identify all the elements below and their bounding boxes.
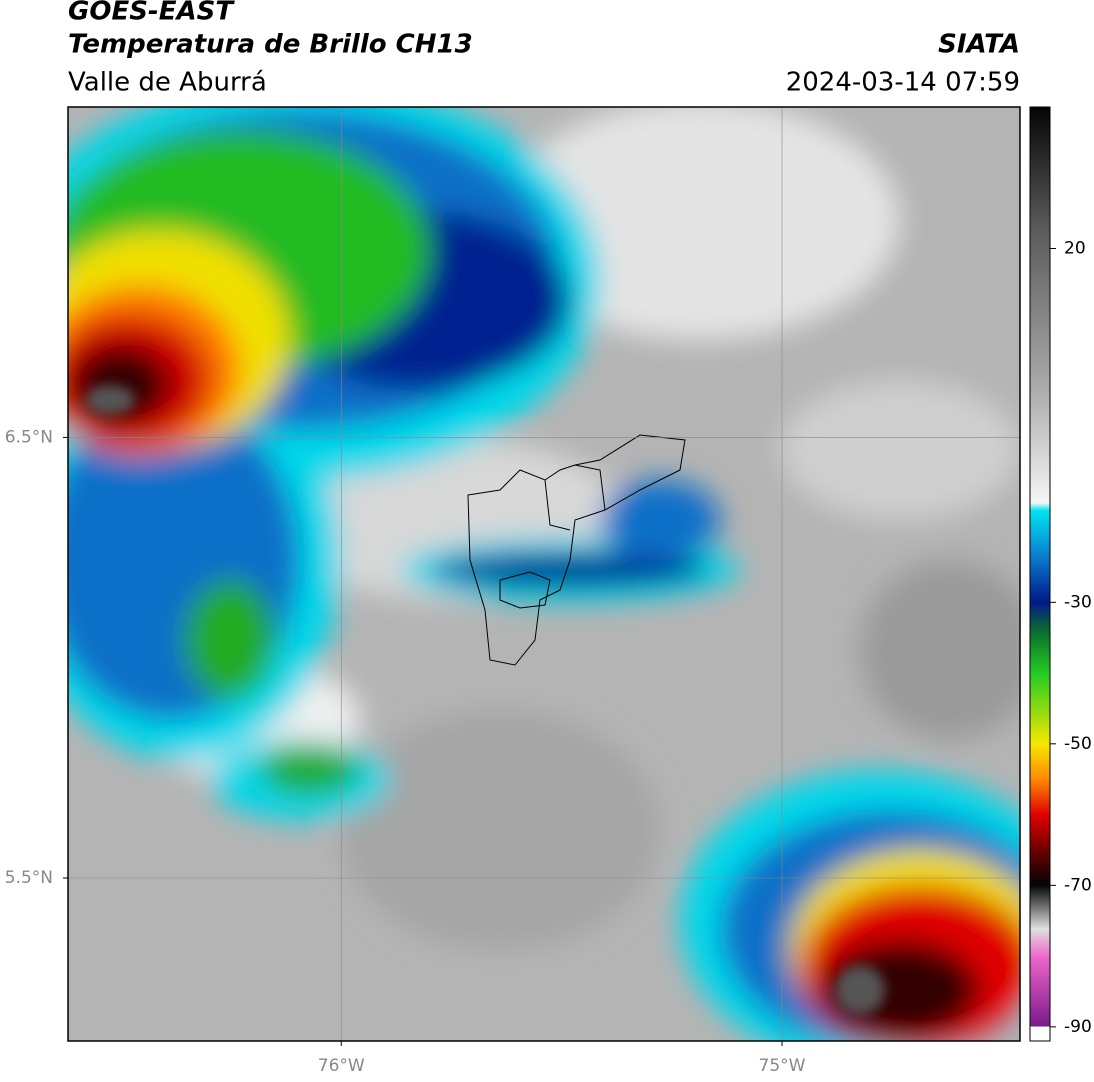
datetime: 2024-03-14 07:59 [786, 68, 1020, 98]
subtitle: Temperatura de Brillo CH13 [68, 30, 473, 60]
y-tick-label: 6.5°N [5, 427, 53, 447]
x-tick-label: 76°W [318, 1056, 365, 1076]
colorbar-tick-label: -70 [1064, 875, 1092, 895]
colorbar-tick-label: -50 [1064, 734, 1092, 754]
colorbar-tick-label: -90 [1064, 1017, 1092, 1037]
colorbar-tick-label: -30 [1064, 592, 1092, 612]
source: SIATA [938, 30, 1020, 60]
y-tick-label: 5.5°N [5, 868, 53, 888]
x-tick-label: 75°W [759, 1056, 806, 1076]
colorbar-tick-label: 20 [1064, 239, 1086, 259]
colorbar [1029, 106, 1051, 1042]
title: GOES-EAST [68, 0, 235, 27]
map-frame [67, 106, 1021, 1042]
region: Valle de Aburrá [68, 68, 267, 98]
municipality-boundaries [467, 434, 686, 666]
satellite-image [68, 107, 1020, 1041]
